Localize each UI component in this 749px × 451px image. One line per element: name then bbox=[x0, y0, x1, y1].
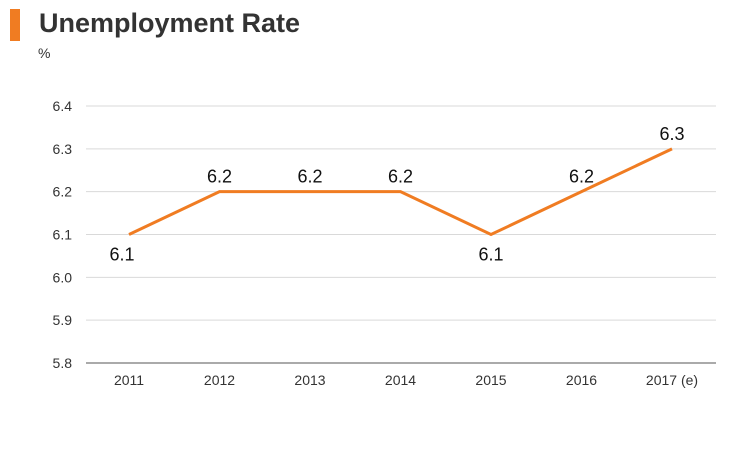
y-tick-label: 6.0 bbox=[53, 269, 73, 285]
chart-title: Unemployment Rate bbox=[39, 8, 301, 38]
data-label: 6.2 bbox=[388, 167, 413, 187]
y-tick-label: 6.1 bbox=[53, 227, 73, 243]
gridlines bbox=[86, 105, 716, 321]
unit-label: % bbox=[38, 45, 51, 61]
y-axis-ticks: 6.4 6.3 6.2 6.1 6.0 5.9 5.8 bbox=[53, 98, 73, 371]
x-tick-label: 2012 bbox=[204, 372, 235, 388]
y-tick-label: 5.8 bbox=[53, 355, 73, 371]
y-tick-label: 6.4 bbox=[53, 98, 73, 114]
data-label: 6.1 bbox=[109, 245, 134, 265]
y-tick-label: 6.2 bbox=[53, 184, 73, 200]
series-line bbox=[128, 147, 673, 237]
data-label: 6.2 bbox=[569, 167, 594, 187]
data-label: 6.2 bbox=[297, 167, 322, 187]
x-tick-label: 2016 bbox=[566, 372, 597, 388]
title-accent-bar bbox=[10, 9, 20, 41]
data-label: 6.2 bbox=[207, 167, 232, 187]
data-label: 6.3 bbox=[659, 124, 684, 144]
x-tick-label: 2017 (e) bbox=[646, 372, 698, 388]
x-tick-label: 2014 bbox=[385, 372, 416, 388]
y-tick-label: 5.9 bbox=[53, 312, 73, 328]
data-label: 6.1 bbox=[478, 245, 503, 265]
x-axis-ticks: 2011 2012 2013 2014 2015 2016 2017 (e) bbox=[114, 372, 698, 388]
x-tick-label: 2013 bbox=[294, 372, 325, 388]
x-tick-label: 2015 bbox=[475, 372, 506, 388]
data-labels: 6.1 6.2 6.2 6.2 6.1 6.2 6.3 bbox=[109, 124, 684, 265]
x-tick-label: 2011 bbox=[114, 372, 144, 388]
y-tick-label: 6.3 bbox=[53, 141, 73, 157]
